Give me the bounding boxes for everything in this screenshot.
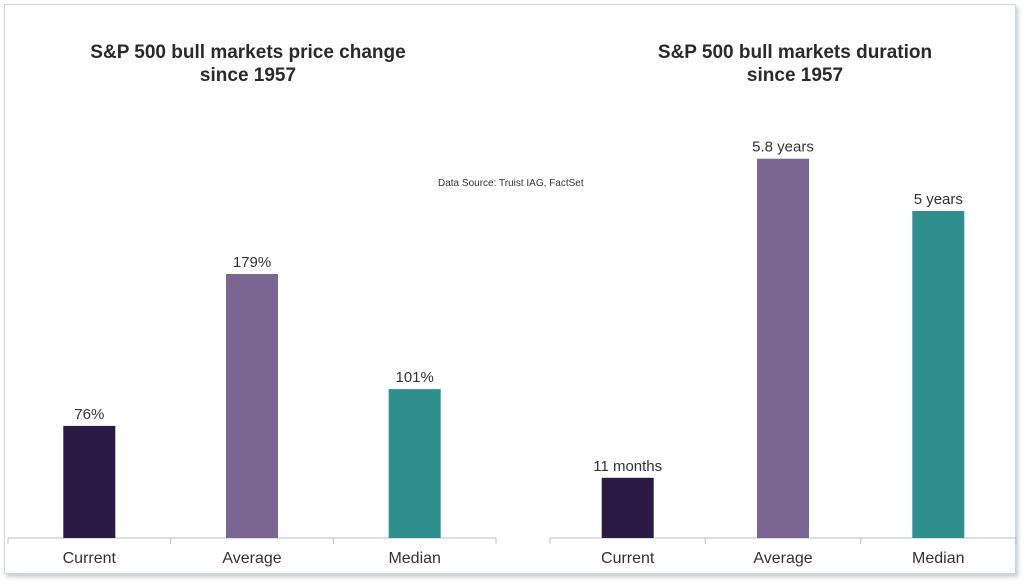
chart-1-tick-label-average: Average — [222, 550, 281, 567]
chart-2-bar-average — [757, 158, 809, 538]
chart-2-bar-median — [912, 211, 965, 538]
chart-1-bar-average — [226, 274, 278, 538]
chart-2-plot: 11 months Current 5.8 years Average 5 years M… — [549, 139, 1017, 567]
chart-2-bar-current — [601, 477, 654, 538]
chart-2-data-label-median: 5 years — [914, 191, 963, 208]
chart-2-tick-label-median: Median — [912, 550, 964, 567]
chart-2-data-label-current: 11 months — [593, 458, 662, 475]
chart-1-tick-label-current: Current — [63, 550, 117, 567]
chart-2-tick-label-average: Average — [753, 550, 812, 567]
chart-1-tick-label-median: Median — [388, 550, 440, 567]
chart-1-bar-median — [388, 389, 441, 538]
chart-1-data-label-median: 101% — [396, 369, 434, 386]
chart-1-plot: 76% Current 179% Average 101% Median — [7, 254, 497, 567]
chart-frame — [4, 4, 1016, 574]
chart-2-title-line-1: S&P 500 bull markets duration — [658, 42, 932, 63]
chart-1-bar-current — [63, 425, 116, 538]
chart-2-tick-label-current: Current — [601, 550, 655, 567]
chart-2-title-line-2: since 1957 — [747, 65, 843, 86]
chart-1-title-line-2: since 1957 — [200, 65, 296, 86]
chart-1-data-label-average: 179% — [233, 254, 271, 271]
data-source-note: Data Source: Truist IAG, FactSet — [438, 178, 584, 189]
chart-1-data-label-current: 76% — [74, 406, 104, 423]
chart-2-data-label-average: 5.8 years — [752, 139, 814, 156]
chart-1-title-line-1: S&P 500 bull markets price change — [90, 42, 405, 63]
